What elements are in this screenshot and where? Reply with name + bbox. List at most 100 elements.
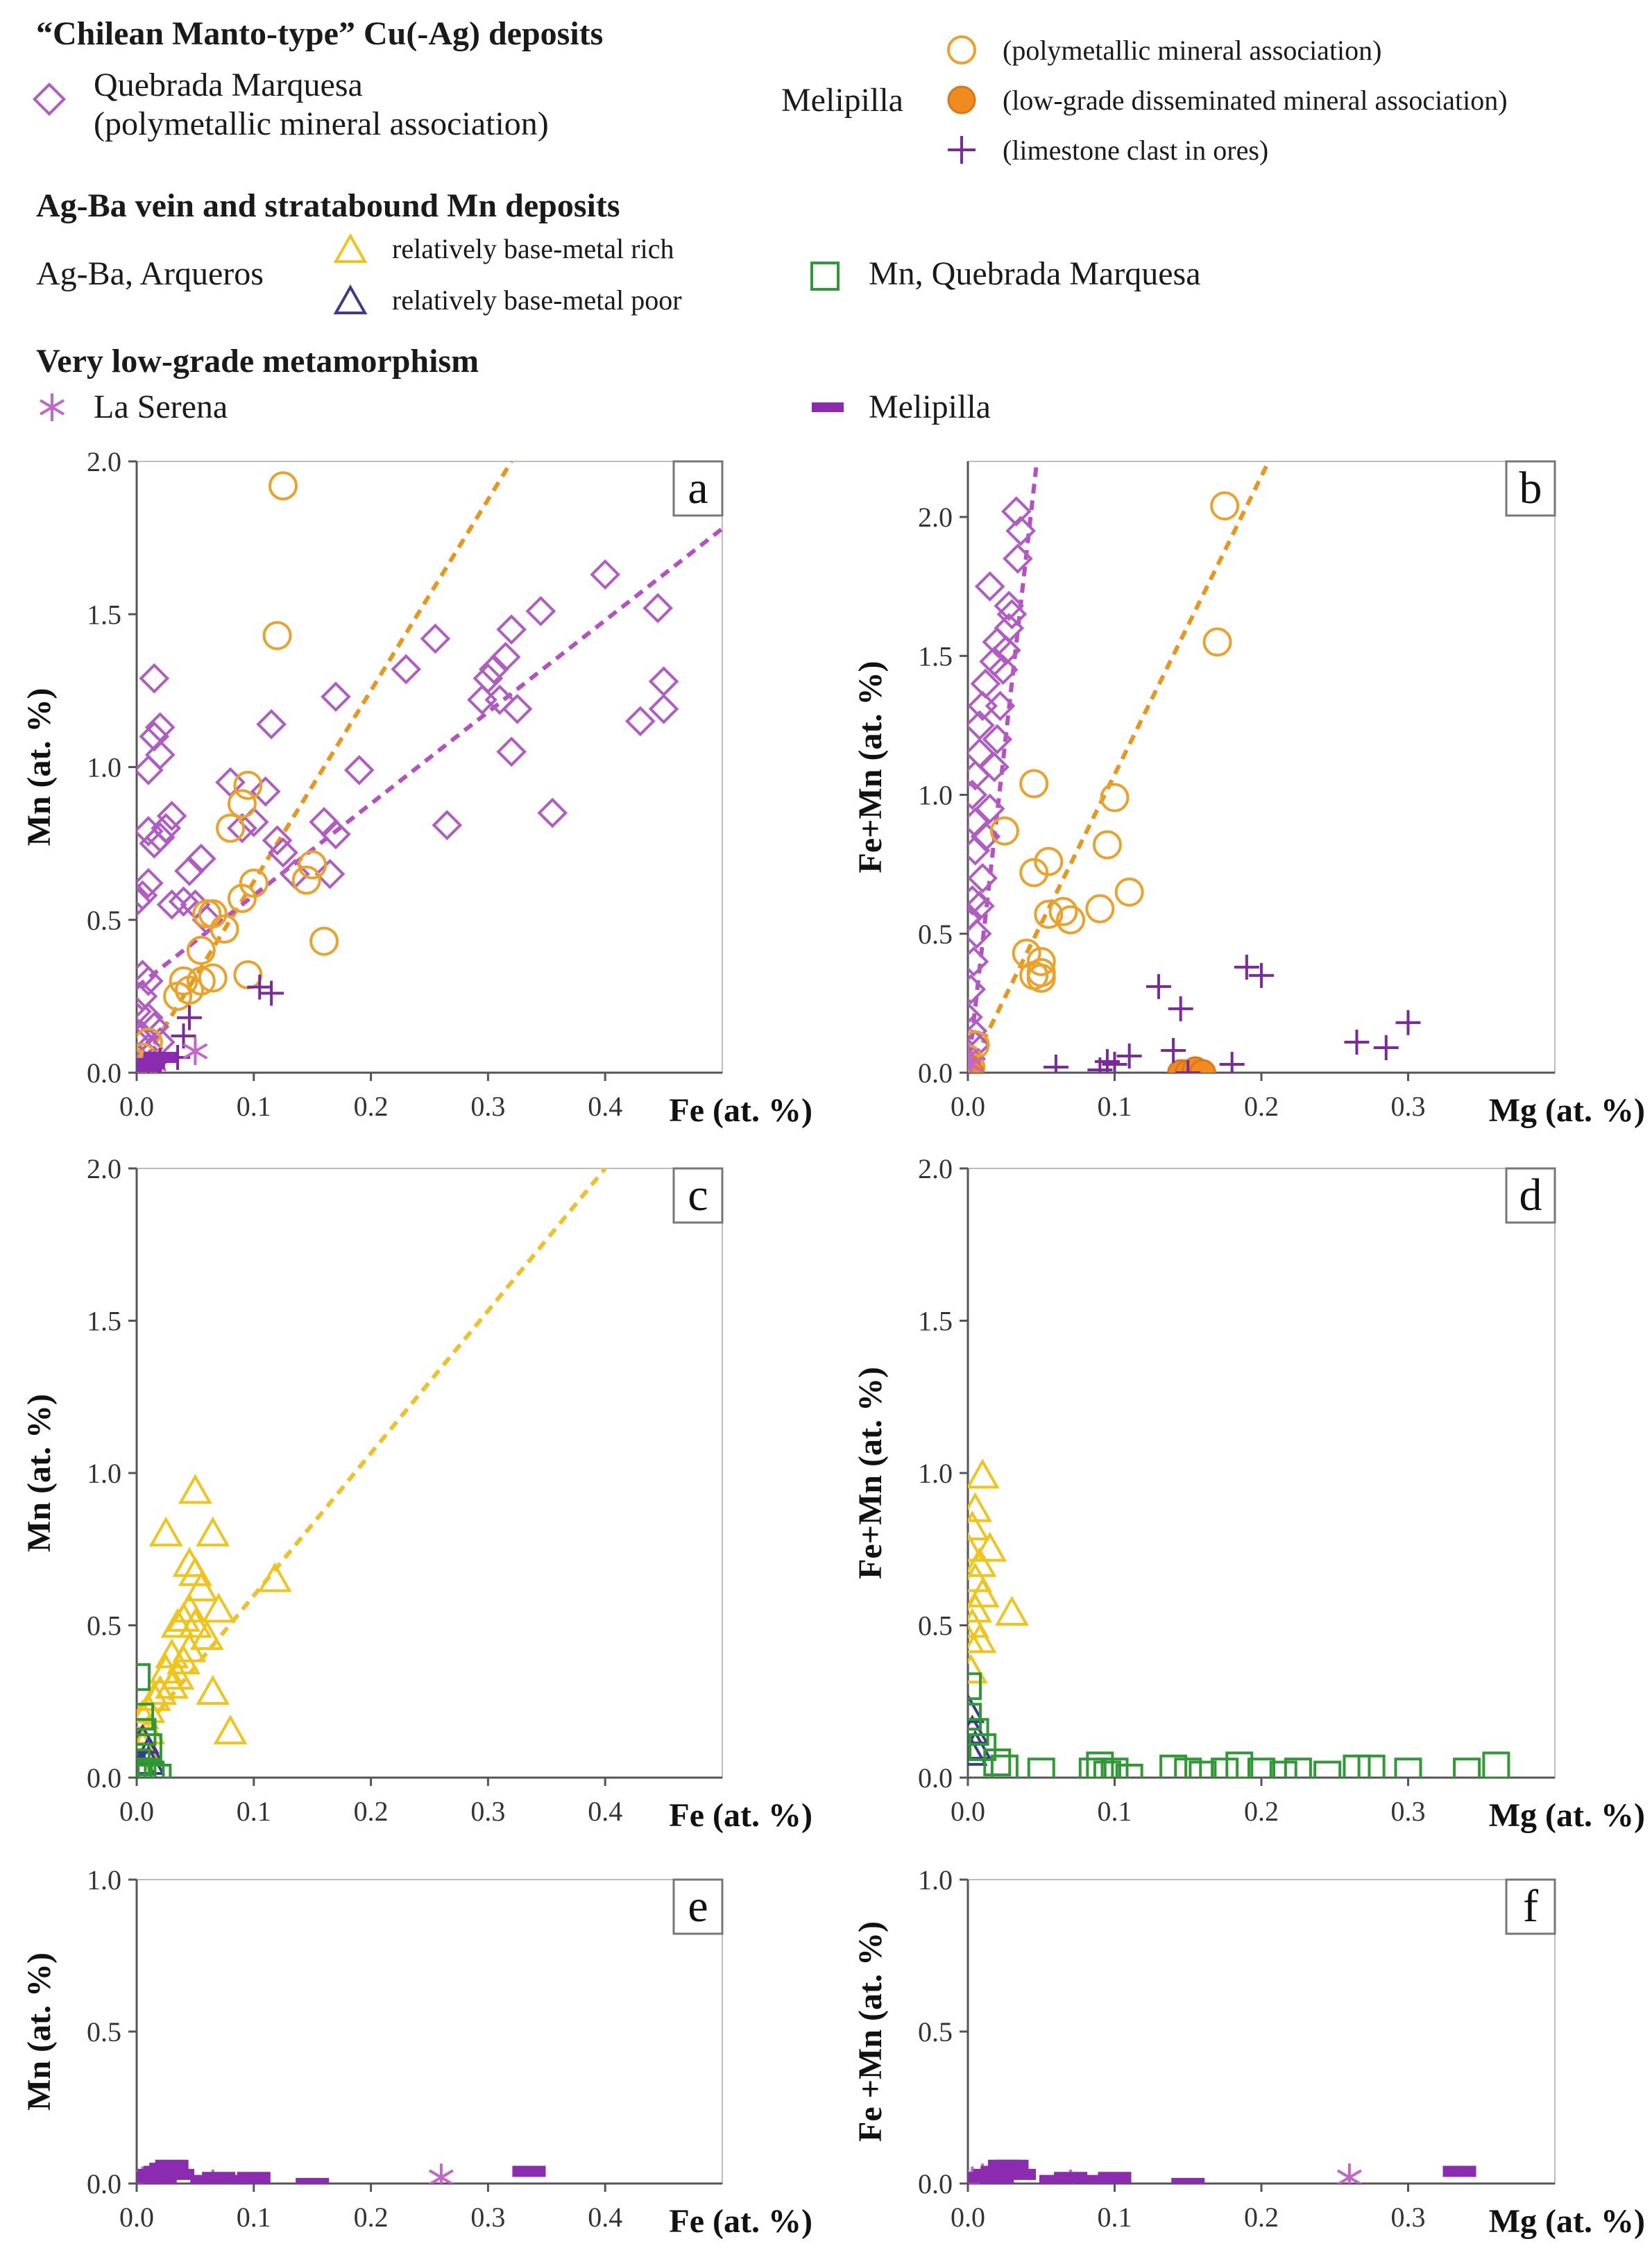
data-point [137,1757,157,1778]
x-tick-label: 0.3 [470,1091,505,1122]
legend-item-la-serena: La Serena [39,389,228,425]
data-point [968,946,989,977]
data-point [216,813,246,843]
legend-agba-rich: relatively base-metal rich [392,233,674,264]
data-point [144,740,176,770]
x-tick-label: 0.0 [951,1796,985,1827]
data-point [186,843,216,874]
x-tick-label: 0.2 [1244,2202,1279,2233]
y-tick-label: 1.5 [87,1306,121,1337]
legend-item-mn-qm: Mn, Quebrada Marquesa [810,255,1201,292]
data-point [512,2165,546,2177]
data-point [1234,954,1259,980]
legend-mel-low: (low-grade disseminated mineral associat… [1003,85,1508,116]
data-point [1005,516,1036,546]
data-point [1249,962,1274,988]
data-point [968,1672,982,1701]
x-tick-label: 0.2 [1244,1091,1279,1122]
x-axis-label: Fe (at. %) [669,2203,812,2240]
panel-label-box [1505,1167,1556,1224]
panel-label-box [1505,460,1556,517]
y-tick-label: 0.0 [918,1762,953,1794]
legend-item-mel-poly: (polymetallic mineral association) [947,35,1381,66]
data-point [1012,938,1041,968]
data-point [137,1663,151,1692]
data-point [137,880,158,911]
series-square [968,1672,1510,1778]
y-axis-label: Fe+Mn (at. %) [852,661,889,874]
data-point [974,571,1005,602]
data-layer [968,1458,1510,1778]
data-point [137,1061,160,1073]
data-point [151,812,182,844]
data-point [1202,627,1232,657]
data-point [989,816,1019,846]
circle-marker-icon [947,35,976,65]
series-diamond [137,559,679,1073]
data-point [247,974,273,1000]
data-point [970,821,1001,852]
data-point [227,883,257,913]
y-tick-label: 1.0 [87,752,121,783]
series-circle [137,471,339,1073]
data-point [160,1608,195,1638]
data-point [968,862,998,894]
data-point [968,1623,985,1653]
data-point [525,596,556,627]
x-tick-label: 0.3 [470,1796,505,1827]
legend-mel-lime: (limestone clast in ores) [1003,135,1268,166]
y-tick-label: 0.0 [87,1057,121,1089]
data-point [973,1531,1007,1562]
y-axis-label: Mn (at. %) [21,1952,58,2111]
data-point [648,693,679,724]
data-point [137,1764,153,1778]
data-point [1003,543,1033,574]
data-point [1078,1757,1107,1778]
data-point [496,736,527,767]
data-point [979,646,1010,677]
data-point [969,1733,997,1762]
data-point [391,654,422,685]
x-tick-label: 0.2 [1244,1796,1279,1827]
legend-melipilla-label: Melipilla [781,82,903,119]
chart-panel-d: 0.0 0.5 1.0 1.5 2.0 0.0 0.1 0.2 0.3 Mg (at. %) Fe+… [852,1153,1645,1834]
x-axis-label: Fe (at. %) [669,1092,812,1129]
legend-agba-label: Ag-Ba, Arqueros [36,255,264,292]
y-tick-label: 2.0 [87,1153,121,1184]
data-point [1211,1757,1239,1778]
diamond-marker-icon [32,82,67,117]
y-tick-label: 0.0 [918,1057,953,1089]
data-point [968,1050,984,1073]
data-point [968,779,988,810]
series-plus [1043,954,1421,1073]
data-point [420,623,451,654]
panel-label-box [672,1878,724,1935]
legend-item-agba-rich: relatively base-metal rich [333,232,674,264]
x-tick-label: 0.0 [951,1091,985,1122]
data-point [1092,830,1122,860]
data-point [1034,899,1064,929]
data-point [968,974,987,1005]
y-tick-label: 2.0 [918,502,953,533]
data-point [1043,1054,1068,1073]
x-tick-label: 0.1 [1098,1796,1132,1827]
data-point [1093,1760,1121,1778]
x-tick-label: 0.0 [119,1796,154,1827]
data-point [1100,783,1130,812]
trendline [137,1168,607,1739]
data-point [1161,1037,1186,1063]
data-point [137,1693,166,1723]
x-tick-label: 0.0 [119,1091,154,1122]
legend-item-mel-lime: (limestone clast in ores) [948,135,1268,166]
data-point [262,621,292,651]
data-point [1083,2174,1117,2184]
data-point [343,755,375,785]
data-point [970,668,1001,699]
data-point [1174,1757,1202,1778]
x-tick-label: 0.2 [354,2202,389,2233]
data-point [1048,896,1078,926]
data-point [314,858,346,890]
y-tick-label: 0.0 [87,2168,121,2199]
data-point [1442,2165,1476,2177]
data-point [1000,496,1032,527]
